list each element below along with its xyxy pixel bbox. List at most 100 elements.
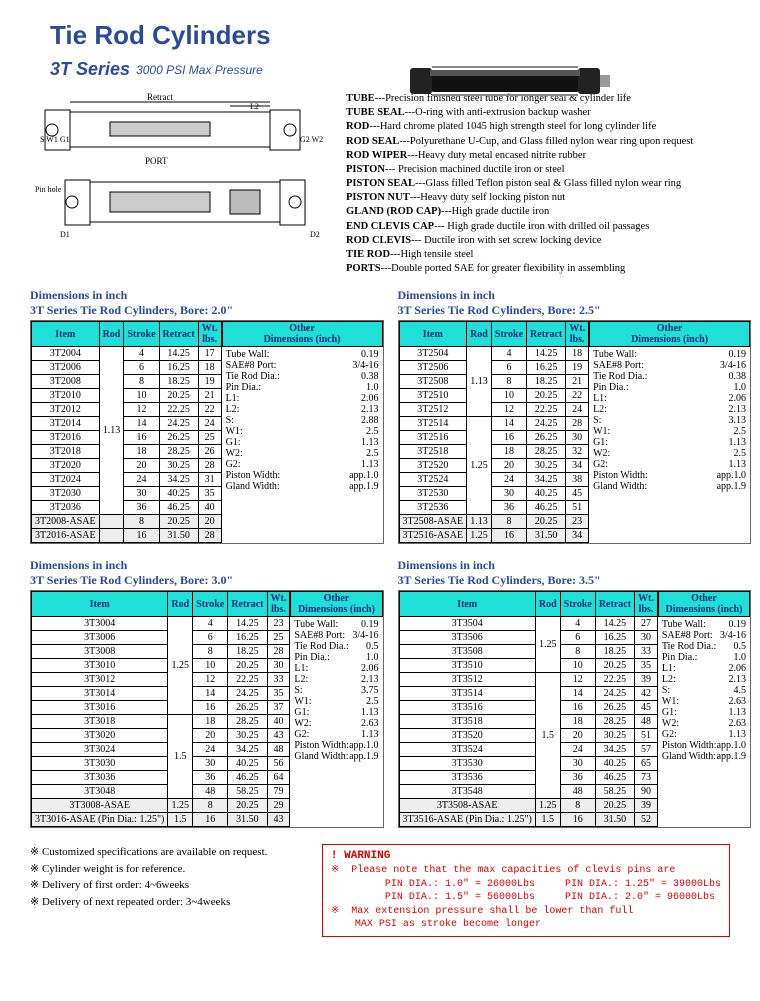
cell-stroke: 36	[193, 771, 228, 785]
cell-stroke: 6	[193, 631, 228, 645]
col-header: Stroke	[193, 592, 228, 617]
cell-item: 3T2008	[32, 375, 100, 389]
svg-text:Retract: Retract	[147, 92, 173, 102]
panel-caption: Dimensions in inch	[398, 288, 752, 303]
warning-line: ※ Please note that the max capacities of…	[331, 864, 721, 878]
cell-item: 3T2508	[399, 375, 467, 389]
cell-wt: 31	[198, 473, 221, 487]
cell-retract: 46.25	[527, 501, 566, 515]
cell-item: 3T3014	[32, 687, 168, 701]
spec-line: END CLEVIS CAP--- High grade ductile iro…	[346, 220, 730, 234]
cell-retract: 16.25	[159, 361, 198, 375]
spec-line: ROD SEAL---Polyurethane U-Cup, and Glass…	[346, 135, 730, 149]
cell-item: 3T2510	[399, 389, 467, 403]
col-header: Retract	[228, 592, 267, 617]
cell-rod: 1.5	[168, 813, 193, 827]
panel-subcaption: 3T Series Tie Rod Cylinders, Bore: 3.0"	[30, 573, 384, 588]
table-row: 3T25202030.2534	[399, 459, 589, 473]
warning-line: PIN DIA.: 1.0" = 26000Lbs PIN DIA.: 1.25…	[331, 878, 721, 892]
col-header: Wt.lbs.	[267, 592, 290, 617]
other-row: S:2.88	[226, 415, 379, 426]
cell-wt: 23	[566, 515, 589, 529]
cell-item: 3T3004	[32, 617, 168, 631]
cell-stroke: 16	[560, 813, 595, 827]
cell-item: 3T2016-ASAE	[32, 529, 100, 543]
cell-retract: 40.25	[527, 487, 566, 501]
cell-retract: 58.25	[228, 785, 267, 799]
table-row: 3T30041.25414.2523	[32, 617, 290, 631]
cell-wt: 51	[566, 501, 589, 515]
cell-retract: 40.25	[595, 757, 634, 771]
cell-item: 3T3508-ASAE	[399, 799, 535, 813]
cell-wt: 35	[198, 487, 221, 501]
cell-wt: 79	[267, 785, 290, 799]
panel-subcaption: 3T Series Tie Rod Cylinders, Bore: 2.0"	[30, 303, 384, 318]
warning-line: PIN DIA.: 1.5" = 56000Lbs PIN DIA.: 2.0"…	[331, 891, 721, 905]
cell-stroke: 20	[124, 459, 159, 473]
cell-item: 3T3516	[399, 701, 535, 715]
cell-wt: 21	[566, 375, 589, 389]
spec-line: ROD---Hard chrome plated 1045 high stren…	[346, 120, 730, 134]
svg-text:S W1 G1: S W1 G1	[40, 135, 70, 144]
other-row: G2:1.13	[226, 459, 379, 470]
other-row: Tube Wall:0.19	[294, 619, 378, 630]
table-row: 3T2508-ASAE1.13820.2523	[399, 515, 589, 529]
cell-item: 3T3548	[399, 785, 535, 799]
cell-retract: 14.25	[159, 347, 198, 361]
cell-wt: 56	[267, 757, 290, 771]
cell-stroke: 16	[124, 529, 159, 543]
table-row: 3T20141424.2524	[32, 417, 222, 431]
data-table: ItemRodStrokeRetractWt.lbs.3T20041.13414…	[31, 321, 222, 543]
other-row: Piston Width:app.1.0	[662, 740, 746, 751]
cell-stroke: 16	[560, 701, 595, 715]
cell-wt: 25	[198, 431, 221, 445]
other-row: Tie Rod Dia.:0.38	[226, 371, 379, 382]
table-row: 3T3006616.2525	[32, 631, 290, 645]
data-table: ItemRodStrokeRetractWt.lbs.3T35041.25414…	[399, 591, 658, 827]
cell-stroke: 14	[193, 687, 228, 701]
other-dimensions: OtherDimensions (inch)Tube Wall:0.19SAE#…	[290, 591, 382, 827]
table-row: 3T20242434.2531	[32, 473, 222, 487]
table-row: 3T3016-ASAE (Pin Dia.: 1.25")1.51631.504…	[32, 813, 290, 827]
other-row: L2:2.13	[226, 404, 379, 415]
table-row: 3T25181828.2532	[399, 445, 589, 459]
cell-rod: 1.25	[168, 617, 193, 715]
cell-stroke: 6	[560, 631, 595, 645]
cell-stroke: 8	[491, 515, 526, 529]
cell-wt: 17	[198, 347, 221, 361]
table-row: 3T30484858.2579	[32, 785, 290, 799]
cell-retract: 24.25	[159, 417, 198, 431]
cell-retract: 24.25	[595, 687, 634, 701]
cell-retract: 20.25	[228, 659, 267, 673]
other-header: OtherDimensions (inch)	[658, 591, 750, 617]
cell-rod: 1.25	[467, 417, 492, 515]
cell-item: 3T2520	[399, 459, 467, 473]
col-header: Wt.lbs.	[198, 322, 221, 347]
cell-wt: 24	[566, 403, 589, 417]
cell-rod: 1.13	[99, 347, 124, 515]
cell-item: 3T3530	[399, 757, 535, 771]
cell-retract: 26.25	[595, 701, 634, 715]
cell-item: 3T3536	[399, 771, 535, 785]
cell-retract: 26.25	[228, 701, 267, 715]
cell-wt: 25	[267, 631, 290, 645]
cell-item: 3T3510	[399, 659, 535, 673]
other-row: SAE#8 Port:3/4-16	[294, 630, 378, 641]
cell-stroke: 8	[193, 645, 228, 659]
cell-item: 3T3024	[32, 743, 168, 757]
cell-stroke: 10	[491, 389, 526, 403]
cell-wt: 37	[267, 701, 290, 715]
cell-retract: 28.25	[159, 445, 198, 459]
cell-item: 3T3016	[32, 701, 168, 715]
other-row: W2:2.63	[662, 718, 746, 729]
panel-subcaption: 3T Series Tie Rod Cylinders, Bore: 3.5"	[398, 573, 752, 588]
other-header: OtherDimensions (inch)	[222, 321, 383, 347]
other-row: G1:1.13	[294, 707, 378, 718]
cell-retract: 16.25	[527, 361, 566, 375]
cell-item: 3T3516-ASAE (Pin Dia.: 1.25")	[399, 813, 535, 827]
cell-stroke: 14	[491, 417, 526, 431]
cell-stroke: 8	[491, 375, 526, 389]
other-row: SAE#8 Port:3/4-16	[226, 360, 379, 371]
other-row: Gland Width:app.1.9	[226, 481, 379, 492]
cell-retract: 31.50	[595, 813, 634, 827]
